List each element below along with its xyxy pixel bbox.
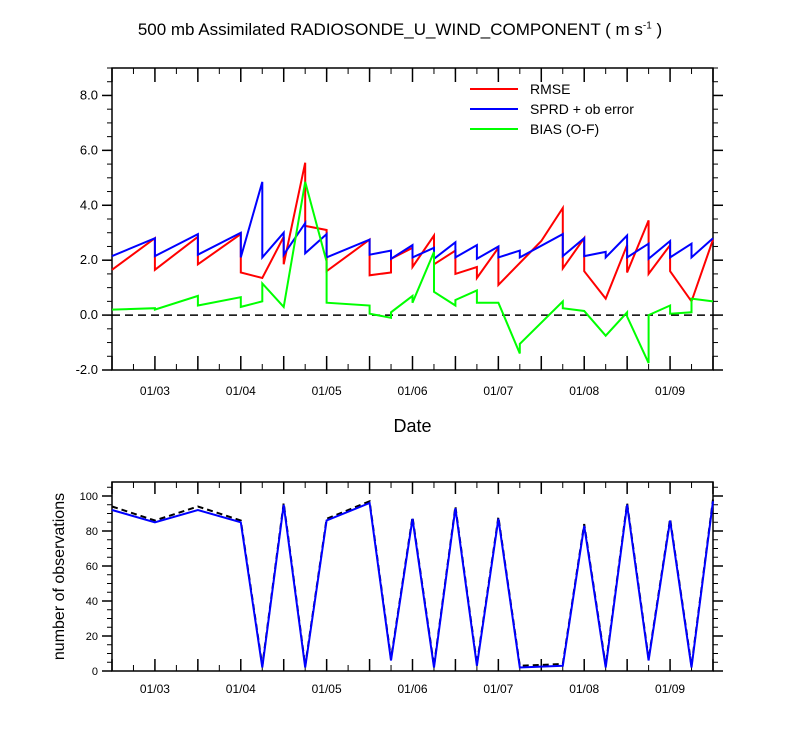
bottom-chart-series-1 — [111, 501, 714, 669]
bottom-chart-y-tick-label: 60 — [86, 561, 98, 573]
top-chart-y-tick-label: 4.0 — [80, 197, 98, 212]
bottom-chart-x-tick-label: 01/07 — [483, 682, 513, 696]
top-chart-series-1 — [111, 181, 714, 261]
top-chart-y-tick-label: 0.0 — [80, 307, 98, 322]
bottom-chart-y-tick-label: 100 — [80, 491, 98, 503]
bottom-chart-x-tick-label: 01/08 — [569, 682, 599, 696]
bottom-chart-y-tick-label: 0 — [92, 666, 98, 678]
bottom-chart-y-tick-label: 20 — [86, 631, 98, 643]
top-chart-y-tick-label: 6.0 — [80, 142, 98, 157]
chart-title-units-open: ( m s — [600, 20, 643, 39]
top-chart-y-tick-label: -2.0 — [76, 362, 98, 377]
bottom-chart-y-tick-label: 40 — [86, 596, 98, 608]
top-chart-x-axis-label: Date — [393, 416, 431, 436]
bottom-chart-x-tick-label: 01/03 — [140, 682, 170, 696]
top-chart-y-tick-label: 2.0 — [80, 252, 98, 267]
top-chart-x-tick-label: 01/09 — [655, 384, 685, 398]
top-chart-x-tick-label: 01/06 — [397, 384, 427, 398]
chart-title-text: 500 mb Assimilated RADIOSONDE_U_WIND_COM… — [137, 20, 601, 39]
chart-title-units-close: ) — [651, 20, 663, 39]
top-chart-x-tick-label: 01/04 — [226, 384, 256, 398]
top-chart: 01/03 01/04 01/05 01/06 01/07 01/08 01/09 -2.0 0… — [76, 67, 723, 436]
bottom-chart: 01/03 01/04 01/05 01/06 01/07 01/08 01/09 0 20 40… — [51, 481, 723, 696]
bottom-chart-x-tick-label: 01/04 — [226, 682, 256, 696]
top-chart-x-tick-label: 01/05 — [312, 384, 342, 398]
bottom-chart-x-tick-label: 01/06 — [397, 682, 427, 696]
bottom-chart-x-tick-label: 01/05 — [312, 682, 342, 696]
bottom-chart-x-tick-label: 01/09 — [655, 682, 685, 696]
top-chart-x-tick-label: 01/08 — [569, 384, 599, 398]
top-chart-legend-label-1: SPRD + ob error — [530, 101, 634, 117]
top-chart-legend-label-0: RMSE — [530, 81, 570, 97]
top-chart-legend-label-2: BIAS (O-F) — [530, 121, 599, 137]
chart-title-units-exponent: -1 — [642, 20, 652, 32]
bottom-chart-y-tick-label: 80 — [86, 526, 98, 538]
chart-title: 500 mb Assimilated RADIOSONDE_U_WIND_COM… — [0, 20, 800, 40]
bottom-chart-y-axis-label: number of observations — [51, 493, 68, 660]
top-chart-y-tick-label: 8.0 — [80, 87, 98, 102]
top-chart-x-tick-label: 01/07 — [483, 384, 513, 398]
top-chart-series-2 — [111, 181, 714, 364]
top-chart-x-tick-label: 01/03 — [140, 384, 170, 398]
top-chart-series-0 — [111, 162, 714, 304]
